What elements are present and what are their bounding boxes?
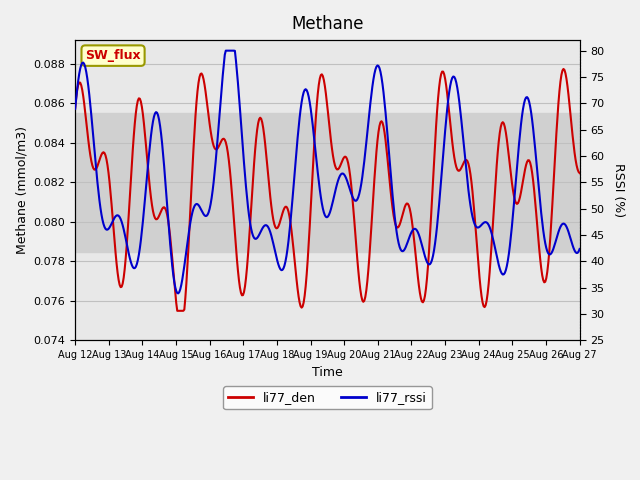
Y-axis label: Methane (mmol/m3): Methane (mmol/m3) — [15, 126, 28, 254]
Title: Methane: Methane — [291, 15, 364, 33]
Bar — [75, 113, 580, 252]
Y-axis label: RSSI (%): RSSI (%) — [612, 163, 625, 217]
Legend: li77_den, li77_rssi: li77_den, li77_rssi — [223, 386, 432, 409]
Text: SW_flux: SW_flux — [85, 49, 141, 62]
X-axis label: Time: Time — [312, 366, 343, 379]
